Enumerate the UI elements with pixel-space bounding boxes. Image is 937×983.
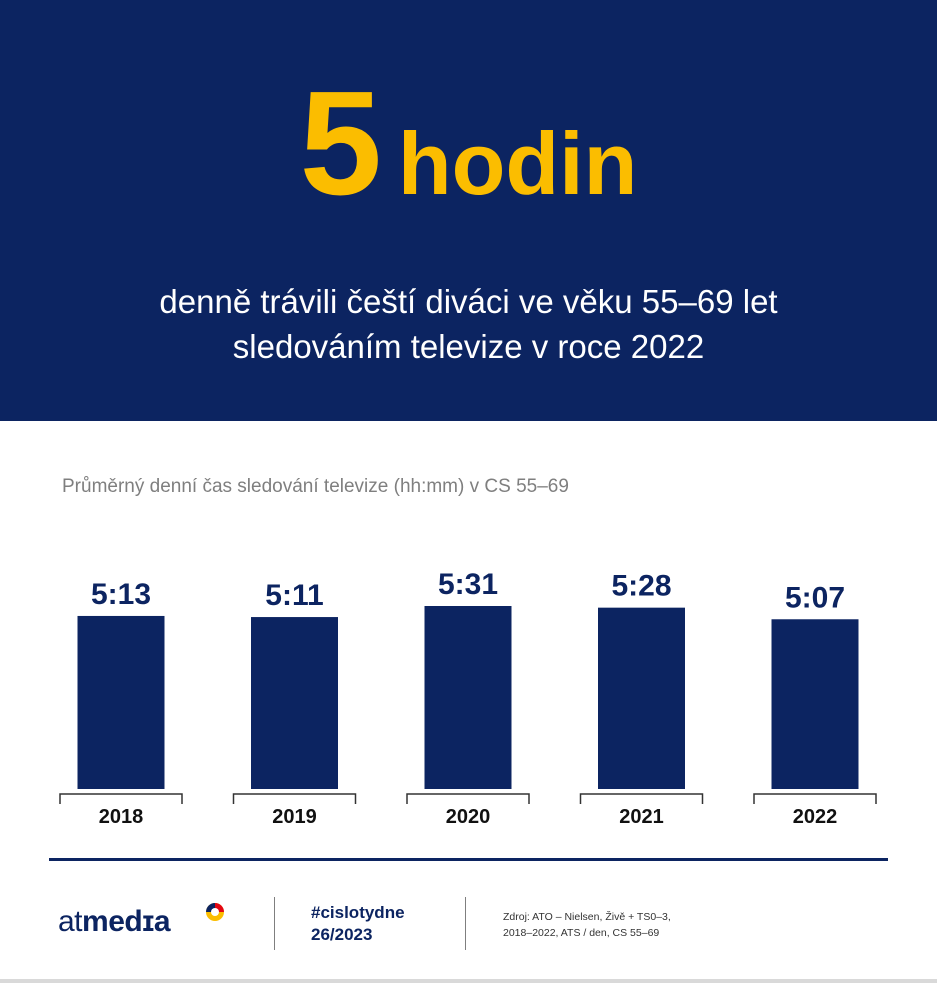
tick-label-2021: 2021 [619, 806, 664, 828]
data-label-2018: 5:13 [91, 578, 151, 611]
headline-unit: hodin [397, 114, 638, 213]
axis-bracket-2019 [232, 793, 357, 804]
axis-bracket-2018 [59, 793, 183, 804]
hashtag-block: #cislotydne 26/2023 [311, 902, 405, 946]
bottom-strip [0, 979, 937, 983]
axis-bracket-2022 [753, 793, 877, 804]
issue-number: 26/2023 [311, 925, 373, 944]
source-note: Zdroj: ATO – Nielsen, Živě + TS0–3, 2018… [503, 909, 671, 941]
chart-title: Průměrný denní čas sledování televize (h… [62, 476, 569, 497]
source-line-2: 2018–2022, ATS / den, CS 55–69 [503, 927, 660, 939]
subtitle-line-2: sledováním televize v roce 2022 [232, 328, 705, 365]
bar-chart: 5:13 2018 5:11 2019 5:31 2020 5:28 2021 5:07 2022 [59, 568, 877, 828]
bar-2019 [251, 617, 338, 789]
subtitle-line-1: denně trávili čeští diváci ve věku 55–69… [159, 283, 778, 320]
header-banner [0, 0, 937, 421]
hashtag: #cislotydne [311, 903, 405, 922]
data-label-2020: 5:31 [438, 568, 498, 601]
bar-2018 [77, 615, 165, 789]
logo-text-plain: at [58, 905, 83, 938]
data-label-2022: 5:07 [785, 581, 845, 614]
logo-text-bold: med [82, 905, 143, 938]
headline-number: 5 [299, 61, 382, 226]
headline: 5 hodin [0, 70, 937, 218]
tick-label-2019: 2019 [272, 806, 317, 828]
logo-text-tail: ɪa [142, 905, 171, 938]
bar-2022 [771, 619, 859, 789]
footer-separator-2 [465, 897, 466, 950]
tick-label-2018: 2018 [99, 806, 144, 828]
tick-label-2020: 2020 [446, 806, 491, 828]
data-label-2021: 5:28 [611, 570, 671, 603]
axis-bracket-2021 [579, 793, 704, 804]
source-line-1: Zdroj: ATO – Nielsen, Živě + TS0–3, [503, 911, 671, 923]
atmedia-logo: atmedɪa [58, 903, 224, 949]
footer-separator-1 [274, 897, 275, 950]
footer-divider [49, 858, 888, 861]
tick-label-2022: 2022 [793, 806, 838, 828]
bar-2020 [424, 606, 512, 789]
axis-bracket-2020 [406, 793, 530, 804]
headline-subtitle: denně trávili čeští diváci ve věku 55–69… [0, 279, 937, 369]
data-label-2019: 5:11 [265, 579, 323, 612]
bar-2021 [598, 607, 685, 789]
logo-mark-icon [206, 903, 224, 921]
